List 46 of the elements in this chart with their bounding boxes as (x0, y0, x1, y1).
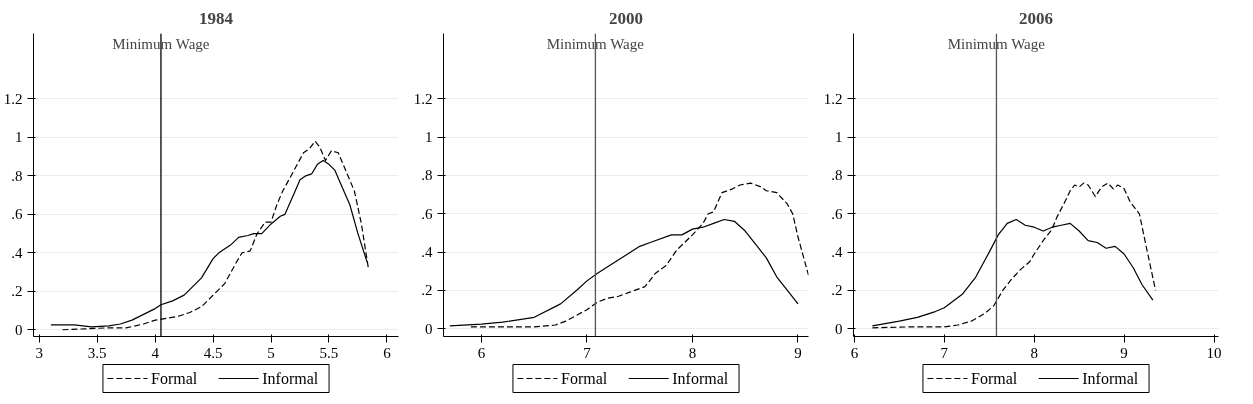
y-tick-label: .4 (11, 244, 23, 261)
x-tick-label: 3 (35, 344, 44, 361)
y-tick-label: 0 (425, 320, 433, 337)
x-tick-label: 6 (477, 344, 486, 361)
y-tick-label: 1.2 (413, 90, 433, 107)
x-tick-label: 6 (850, 344, 859, 361)
y-tick-label: 1 (15, 129, 23, 146)
legend-label: Formal (151, 370, 198, 387)
y-tick-label: 1 (835, 129, 843, 146)
y-tick-label: .2 (11, 283, 23, 300)
y-tick-label: 1 (425, 129, 433, 146)
legend-label: Informal (262, 370, 319, 387)
y-tick-label: .4 (831, 244, 843, 261)
y-tick-label: 1.2 (823, 90, 843, 107)
chart-title: 2000 (609, 8, 643, 28)
x-tick-label: 5 (267, 344, 275, 361)
y-tick-label: 0 (15, 321, 23, 338)
y-tick-label: .2 (421, 282, 433, 299)
x-tick-label: 4.5 (203, 344, 223, 361)
x-tick-label: 8 (1030, 344, 1038, 361)
legend-label: Informal (672, 370, 729, 387)
x-tick-label: 10 (1206, 344, 1222, 361)
legend-label: Informal (1082, 370, 1139, 387)
y-tick-label: .6 (831, 205, 843, 222)
y-tick-label: .8 (11, 167, 23, 184)
y-tick-label: .8 (421, 167, 433, 184)
y-tick-label: .2 (831, 282, 843, 299)
x-tick-label: 7 (583, 344, 592, 361)
y-tick-label: .6 (11, 206, 23, 223)
x-tick-label: 9 (1120, 344, 1128, 361)
y-tick-label: .6 (421, 205, 433, 222)
x-tick-label: 6 (383, 344, 392, 361)
x-tick-label: 4 (151, 344, 160, 361)
x-tick-label: 3.5 (87, 344, 107, 361)
x-tick-label: 9 (794, 344, 802, 361)
legend-label: Formal (971, 370, 1018, 387)
y-tick-label: 1.2 (3, 90, 23, 107)
chart-title: 1984 (199, 8, 234, 28)
y-tick-label: 0 (835, 320, 843, 337)
x-tick-label: 8 (688, 344, 697, 361)
y-tick-label: .8 (831, 167, 843, 184)
y-tick-label: .4 (421, 244, 433, 261)
legend-label: Formal (561, 370, 608, 387)
chart-title: 2006 (1019, 8, 1053, 28)
x-tick-label: 5.5 (319, 344, 339, 361)
x-tick-label: 7 (940, 344, 949, 361)
